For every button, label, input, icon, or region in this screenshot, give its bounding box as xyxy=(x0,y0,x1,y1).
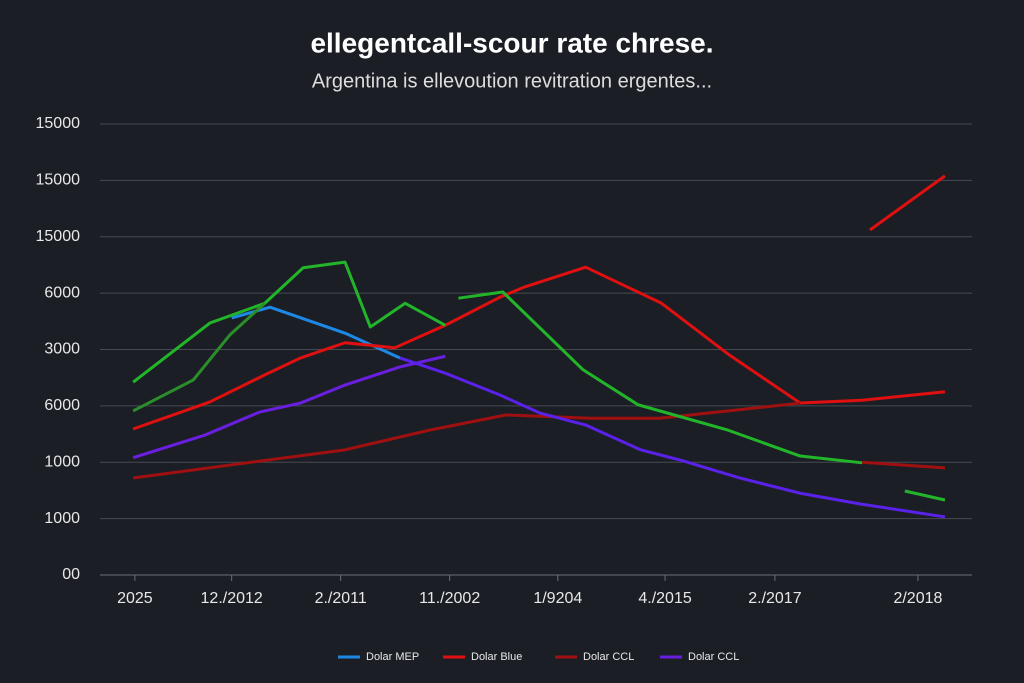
series-line xyxy=(458,290,863,465)
series-line xyxy=(132,354,446,460)
y-tick-label: 1000 xyxy=(44,453,80,470)
legend-label: Dolar MEP xyxy=(366,651,419,663)
x-tick-label: 2./2017 xyxy=(748,590,801,607)
y-tick-label: 15000 xyxy=(36,172,81,189)
x-tick-label: 11./2002 xyxy=(419,590,480,607)
x-tick-label: 12./2012 xyxy=(201,590,263,607)
chart-subtitle: Argentina is ellevoution revitration erg… xyxy=(312,70,712,92)
y-tick-label: 6000 xyxy=(44,284,80,301)
x-tick-label: 4./2015 xyxy=(638,590,691,607)
x-tick-label: 1/9204 xyxy=(533,590,582,607)
legend-label: Dolar Blue xyxy=(471,651,522,663)
y-tick-label: 3000 xyxy=(44,341,80,358)
series-line xyxy=(231,305,401,360)
series-line xyxy=(132,260,447,384)
y-tick-label: 15000 xyxy=(36,115,81,132)
x-tick-label: 2/2018 xyxy=(893,590,942,607)
y-tick-label: 00 xyxy=(62,566,80,583)
y-tick-label: 15000 xyxy=(36,228,81,245)
legend-label: Dolar CCL xyxy=(688,651,739,663)
chart-title: ellegentcall-scour rate chrese. xyxy=(310,27,713,58)
series-line xyxy=(904,489,946,502)
series-line xyxy=(399,356,946,519)
y-tick-label: 6000 xyxy=(44,397,80,414)
x-tick-label: 2./2011 xyxy=(315,590,367,607)
series-line xyxy=(132,302,266,413)
series-line xyxy=(132,265,946,431)
series-line xyxy=(869,174,946,232)
legend-label: Dolar CCL xyxy=(583,651,634,663)
series-line xyxy=(862,460,946,470)
y-tick-label: 1000 xyxy=(44,510,80,527)
x-tick-label: 2025 xyxy=(117,590,153,607)
series-line xyxy=(132,401,801,480)
